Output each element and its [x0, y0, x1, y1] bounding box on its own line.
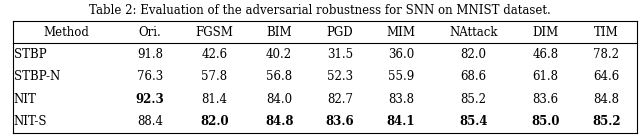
- Text: 84.8: 84.8: [265, 115, 293, 128]
- Text: 61.8: 61.8: [532, 70, 559, 84]
- Text: 68.6: 68.6: [460, 70, 486, 84]
- Text: NAttack: NAttack: [449, 26, 497, 39]
- Text: 83.6: 83.6: [532, 93, 559, 106]
- Text: 85.4: 85.4: [459, 115, 488, 128]
- Text: 85.0: 85.0: [531, 115, 560, 128]
- Text: Ori.: Ori.: [138, 26, 161, 39]
- Text: 42.6: 42.6: [202, 48, 228, 61]
- Text: 57.8: 57.8: [202, 70, 228, 84]
- Text: 31.5: 31.5: [327, 48, 353, 61]
- Text: 83.8: 83.8: [388, 93, 414, 106]
- Text: 83.6: 83.6: [326, 115, 355, 128]
- Text: 78.2: 78.2: [593, 48, 620, 61]
- Text: 92.3: 92.3: [136, 93, 164, 106]
- Text: 82.0: 82.0: [200, 115, 228, 128]
- Text: 84.1: 84.1: [387, 115, 415, 128]
- Text: 52.3: 52.3: [327, 70, 353, 84]
- Text: DIM: DIM: [532, 26, 559, 39]
- Text: NIT: NIT: [14, 93, 36, 106]
- Text: 84.0: 84.0: [266, 93, 292, 106]
- Text: 81.4: 81.4: [202, 93, 227, 106]
- Text: FGSM: FGSM: [196, 26, 234, 39]
- Text: 91.8: 91.8: [137, 48, 163, 61]
- Text: PGD: PGD: [326, 26, 353, 39]
- Text: MIM: MIM: [387, 26, 415, 39]
- Text: 64.6: 64.6: [593, 70, 620, 84]
- Text: 76.3: 76.3: [137, 70, 163, 84]
- Text: Method: Method: [43, 26, 89, 39]
- Text: BIM: BIM: [266, 26, 292, 39]
- Text: 56.8: 56.8: [266, 70, 292, 84]
- Text: TIM: TIM: [594, 26, 619, 39]
- Text: STBP-N: STBP-N: [14, 70, 60, 84]
- Text: 85.2: 85.2: [460, 93, 486, 106]
- Text: 46.8: 46.8: [532, 48, 559, 61]
- Text: 55.9: 55.9: [388, 70, 414, 84]
- Text: 82.7: 82.7: [327, 93, 353, 106]
- Text: 40.2: 40.2: [266, 48, 292, 61]
- Text: STBP: STBP: [14, 48, 47, 61]
- Text: Table 2: Evaluation of the adversarial robustness for SNN on MNIST dataset.: Table 2: Evaluation of the adversarial r…: [89, 4, 551, 16]
- Text: 84.8: 84.8: [593, 93, 620, 106]
- Text: 88.4: 88.4: [137, 115, 163, 128]
- Text: 85.2: 85.2: [592, 115, 621, 128]
- Text: NIT-S: NIT-S: [14, 115, 47, 128]
- Text: 82.0: 82.0: [460, 48, 486, 61]
- Text: 36.0: 36.0: [388, 48, 414, 61]
